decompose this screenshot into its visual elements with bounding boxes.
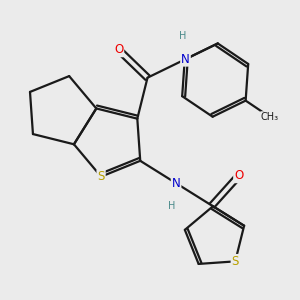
Text: S: S [232, 255, 239, 268]
Text: N: N [172, 177, 180, 190]
Text: H: H [179, 31, 187, 41]
Text: O: O [234, 169, 243, 182]
Text: N: N [181, 53, 190, 66]
Text: S: S [98, 170, 105, 183]
Text: O: O [114, 43, 123, 56]
Text: CH₃: CH₃ [261, 112, 279, 122]
Text: H: H [167, 201, 175, 211]
